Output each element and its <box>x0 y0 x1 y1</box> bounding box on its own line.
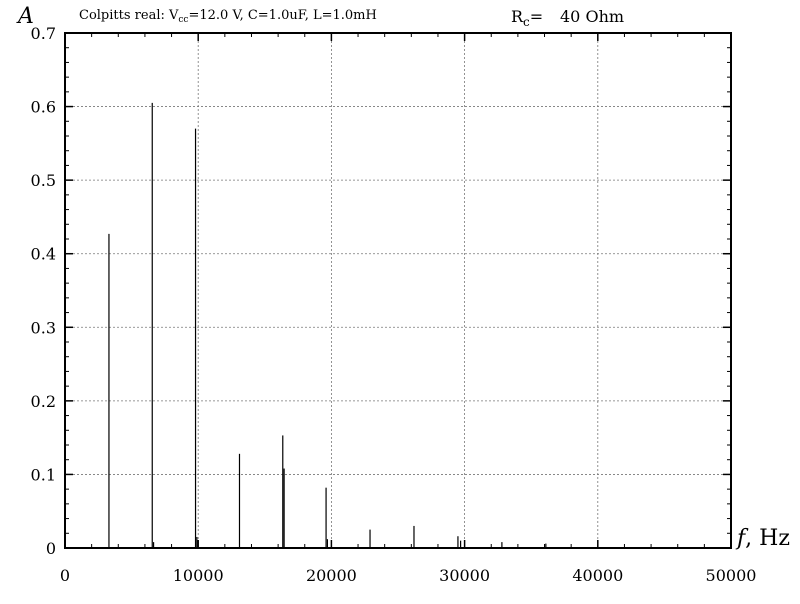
y-tick-label: 0 <box>46 539 56 558</box>
x-tick-label: 50000 <box>706 566 757 585</box>
y-axis-label: A <box>16 4 34 29</box>
plot-frame <box>64 32 732 549</box>
bars-layer <box>108 102 547 548</box>
x-tick-label: 0 <box>60 566 70 585</box>
y-tick-label: 0.7 <box>31 24 56 43</box>
y-tick-label: 0.6 <box>31 98 56 117</box>
y-tick-label: 0.2 <box>31 392 56 411</box>
rc-value: 40 Ohm <box>560 7 624 26</box>
title-subscript: cc <box>178 15 188 25</box>
ticks-layer <box>64 32 732 549</box>
chart-title: Colpitts real: Vcc=12.0 V, C=1.0uF, L=1.… <box>79 8 377 25</box>
y-tick-label: 0.3 <box>31 318 56 337</box>
x-tick-label: 20000 <box>306 566 357 585</box>
title-prefix: Colpitts real: V <box>79 8 179 23</box>
x-tick-label: 30000 <box>439 566 490 585</box>
y-tick-label: 0.5 <box>31 171 56 190</box>
x-axis-unit: , Hz <box>745 526 790 551</box>
rc-subscript: c <box>523 15 530 29</box>
rc-label: R <box>511 7 524 26</box>
rc-equals: = <box>530 7 543 26</box>
title-suffix: =12.0 V, C=1.0uF, L=1.0mH <box>188 8 376 23</box>
x-tick-label: 40000 <box>572 566 623 585</box>
x-axis-label: f, Hz <box>735 526 790 551</box>
x-tick-label: 10000 <box>173 566 224 585</box>
grid-layer <box>65 33 731 548</box>
y-tick-label: 0.4 <box>31 245 56 264</box>
labels-layer: 0 10000 20000 30000 40000 50000 0 0.1 0.2 0.3 0.4 0… <box>31 24 757 585</box>
rc-annotation: Rc= <box>511 7 543 29</box>
y-tick-label: 0.1 <box>31 465 56 484</box>
